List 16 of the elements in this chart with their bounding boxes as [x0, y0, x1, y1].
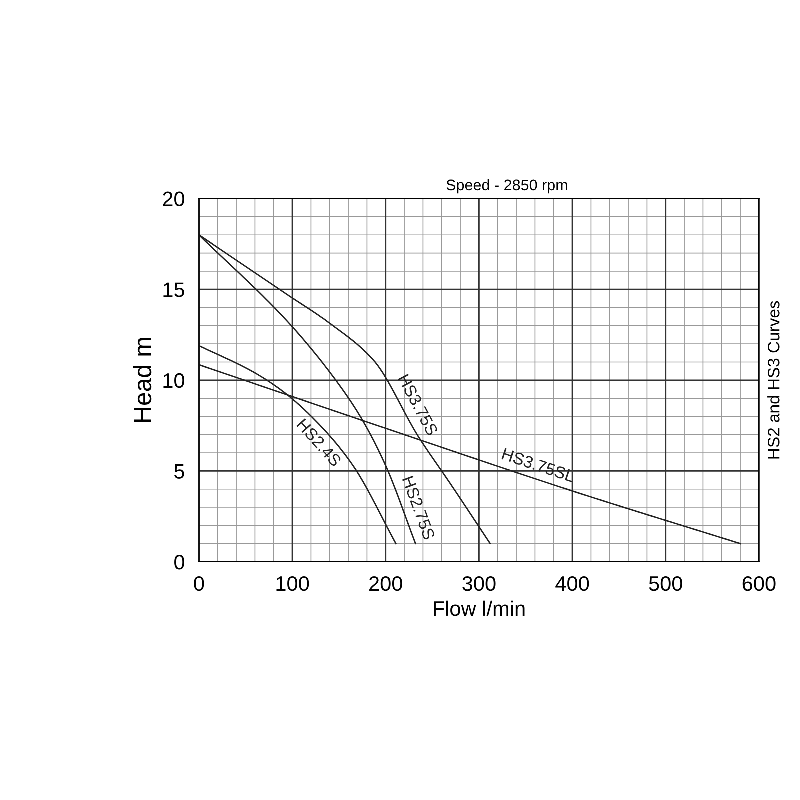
y-tick-label: 15: [164, 282, 184, 298]
x-tick-label: 400: [556, 576, 590, 592]
x-tick-label: 300: [462, 576, 496, 592]
x-tick-label: 0: [194, 576, 204, 592]
y-axis-title: Head m: [133, 338, 152, 422]
y-tick-label: 20: [163, 192, 184, 207]
x-tick-label: 600: [742, 576, 776, 592]
x-axis-title: Flow l/min: [434, 600, 525, 616]
x-tick-label: 500: [649, 576, 682, 592]
x-tick-label: 100: [276, 576, 310, 592]
y-tick-label: 10: [164, 373, 184, 388]
y-tick-label: 0: [174, 555, 184, 570]
x-tick-label: 200: [370, 576, 402, 592]
y-tick-label: 5: [174, 464, 184, 479]
chart-title: Speed - 2850 rpm: [446, 179, 568, 194]
y2-axis-title: HS2 and HS3 Curves: [768, 301, 780, 459]
